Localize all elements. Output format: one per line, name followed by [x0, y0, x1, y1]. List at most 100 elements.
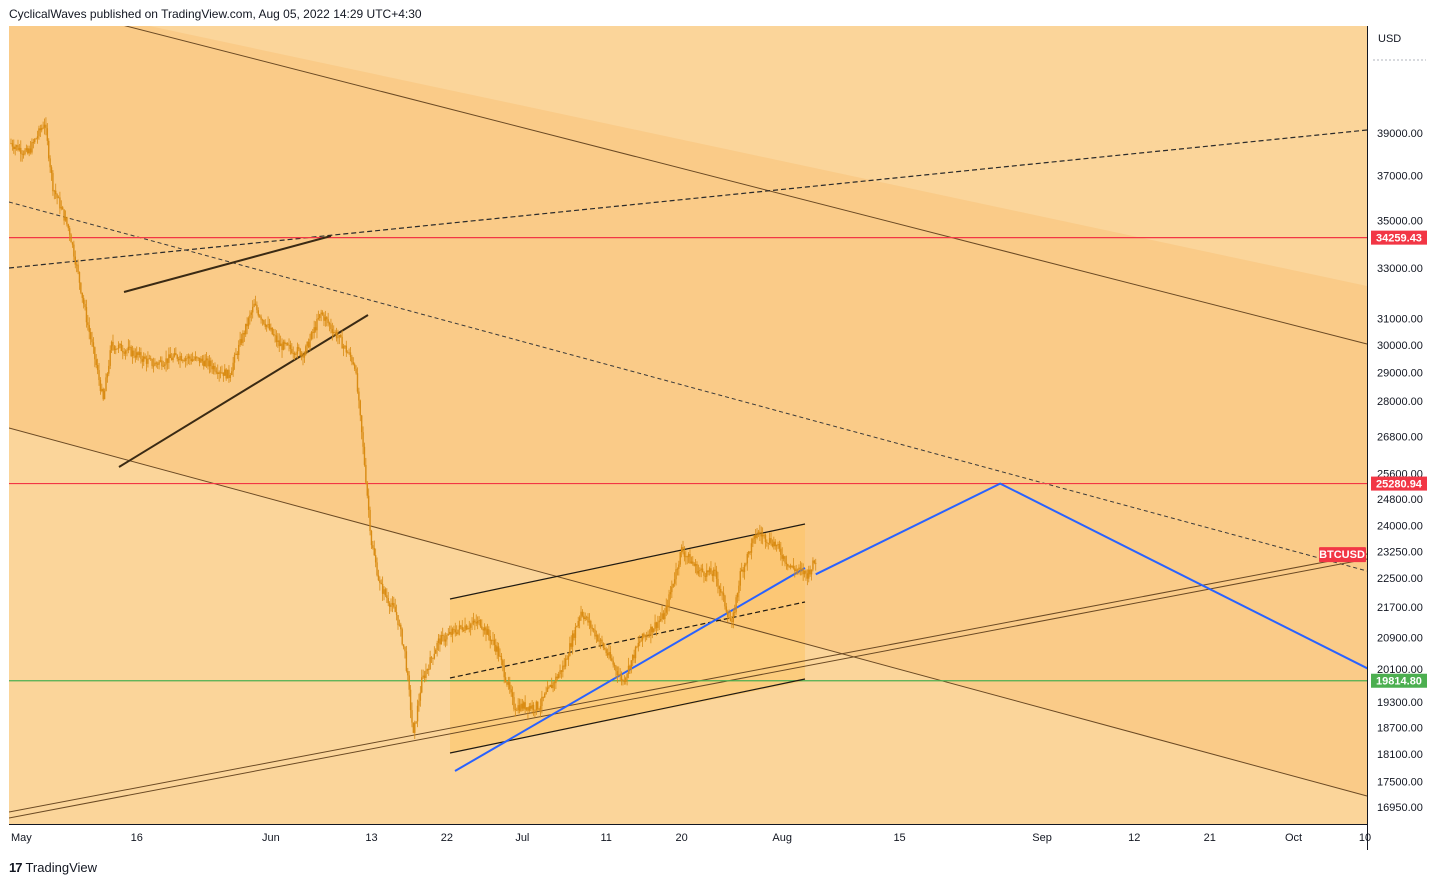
candle-body [514, 709, 517, 711]
candle-body [303, 354, 306, 358]
candle-body [644, 635, 646, 637]
candle-body [450, 631, 452, 635]
candle-body [31, 142, 33, 153]
candle-body [500, 655, 503, 661]
candle-body [742, 569, 744, 573]
candle-body [689, 554, 691, 564]
candle-body [428, 669, 430, 670]
candle-body [172, 356, 174, 361]
candle-body [317, 318, 320, 319]
candle-body [204, 360, 206, 367]
candle-body [38, 128, 40, 137]
candle-body [545, 692, 547, 694]
price-tick-label: 16950.00 [1377, 802, 1423, 814]
candle-body [59, 197, 61, 209]
candle-body [94, 347, 96, 360]
candle-body [196, 356, 198, 358]
candle-body [372, 545, 374, 549]
candle-body [407, 670, 409, 676]
candle-body [550, 685, 553, 689]
candle-body [738, 585, 740, 593]
candle-body [789, 565, 792, 568]
candle-body [291, 348, 293, 354]
candle-body [61, 207, 64, 210]
candle-body [341, 336, 343, 349]
candle-body [803, 570, 806, 575]
candle-body [179, 355, 181, 361]
candle-body [731, 621, 733, 623]
candle-body [397, 615, 399, 626]
time-tick-label: May [11, 832, 32, 844]
candle-body [673, 579, 676, 584]
candle-body [246, 323, 248, 327]
candle-body [49, 158, 51, 168]
candle-body [46, 128, 49, 141]
candle-body [136, 352, 138, 358]
candle-body [228, 369, 230, 378]
candle-body [45, 124, 47, 129]
candle-body [650, 626, 652, 636]
candle-body [414, 722, 416, 733]
candle-body [374, 555, 377, 563]
candle-body [377, 575, 380, 581]
candle-body [753, 535, 755, 539]
candle-body [56, 194, 58, 198]
candle-body [641, 633, 644, 641]
candle-body [96, 365, 99, 371]
candle-body [798, 567, 800, 570]
candle-body [369, 509, 371, 532]
rising-dashed-line [9, 129, 1368, 269]
time-tick-label: 21 [1204, 832, 1216, 844]
candle-body [370, 531, 373, 546]
candle-body [527, 707, 529, 711]
candle-body [284, 341, 286, 345]
candle-body [773, 541, 775, 547]
candle-body [629, 665, 631, 670]
level-badge-3-bg [1371, 673, 1427, 688]
price-chart[interactable]: USD 16950.00 17500.00 18100.00 18700.00 19300… [9, 26, 1430, 850]
candle-body [559, 670, 561, 675]
candle-body [387, 598, 389, 604]
candle-body [626, 673, 628, 678]
candle-body [437, 638, 440, 643]
candle-body [331, 329, 334, 333]
candle-body [305, 346, 307, 355]
candle-body [503, 665, 505, 678]
candle-body [22, 153, 25, 155]
candle-body [208, 360, 211, 367]
candle-body [306, 341, 308, 347]
candle-body [708, 568, 711, 573]
candle-body [704, 575, 707, 577]
candle-body [483, 627, 486, 631]
candle-body [258, 315, 261, 317]
candle-body [805, 570, 807, 574]
candle-body [148, 358, 151, 360]
candle-body [180, 355, 183, 361]
candle-body [465, 625, 468, 630]
chart-canvas[interactable]: USD 16950.00 17500.00 18100.00 18700.00 19300… [9, 26, 1430, 850]
time-tick-label: 16 [131, 832, 143, 844]
candle-body [507, 682, 510, 685]
candle-body [267, 323, 269, 326]
candle-body [711, 574, 714, 576]
candle-body [11, 143, 14, 147]
price-tick-label: 20100.00 [1377, 664, 1423, 676]
candle-body [159, 360, 162, 362]
candle-body [774, 541, 776, 547]
candle-body [35, 138, 37, 140]
price-tick-label: 35000.00 [1377, 215, 1423, 227]
candle-body [809, 569, 811, 575]
candle-body [25, 148, 28, 151]
candle-body [799, 567, 802, 569]
candle-body [400, 624, 402, 630]
level-badge-1: 34259.43 [1376, 233, 1422, 245]
candle-body [570, 643, 572, 647]
candle-body [347, 352, 349, 354]
candle-body [254, 303, 257, 305]
candle-body [381, 583, 384, 594]
candle-body [717, 578, 719, 587]
candle-body [278, 340, 280, 347]
candle-body [162, 365, 164, 367]
candle-body [140, 352, 142, 359]
candle-body [560, 670, 563, 672]
